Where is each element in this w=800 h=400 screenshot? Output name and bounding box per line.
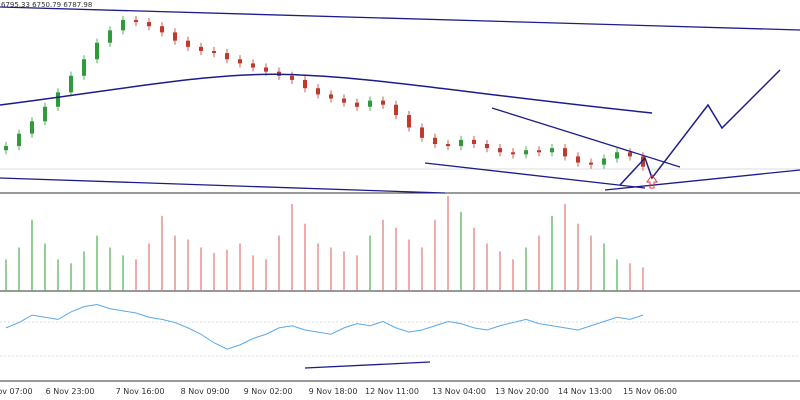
candle-body bbox=[563, 148, 567, 157]
x-tick-label: 6 Nov 23:00 bbox=[46, 387, 95, 396]
candle-body bbox=[537, 150, 541, 153]
candle-body bbox=[628, 152, 632, 157]
x-tick-label: 12 Nov 11:00 bbox=[365, 387, 419, 396]
wedge-upper-line bbox=[491, 107, 681, 168]
candle-body bbox=[485, 144, 489, 149]
candle-body bbox=[225, 53, 229, 60]
candle-body bbox=[394, 104, 398, 116]
candle-body bbox=[173, 32, 177, 41]
x-tick-label: 7 Nov 16:00 bbox=[116, 387, 165, 396]
candle-body bbox=[56, 92, 60, 107]
candle-body bbox=[290, 75, 294, 80]
candle-body bbox=[134, 20, 138, 23]
candle-body bbox=[446, 144, 450, 147]
upper-trendline bbox=[0, 6, 800, 31]
x-tick-label: 13 Nov 04:00 bbox=[432, 387, 486, 396]
candle-body bbox=[108, 30, 112, 43]
x-tick-label: 15 Nov 06:00 bbox=[623, 387, 677, 396]
candle-body bbox=[381, 100, 385, 105]
candle-body bbox=[407, 115, 411, 128]
candle-body bbox=[615, 152, 619, 159]
candle-body bbox=[303, 79, 307, 89]
rsi-trendline bbox=[304, 361, 431, 369]
candle-body bbox=[355, 102, 359, 107]
x-tick-label: 9 Nov 18:00 bbox=[309, 387, 358, 396]
candle-body bbox=[316, 88, 320, 95]
candle-body bbox=[82, 59, 86, 76]
candle-body bbox=[147, 22, 151, 27]
candle-body bbox=[251, 63, 255, 68]
candle-body bbox=[550, 148, 554, 153]
moving-average-line bbox=[0, 73, 653, 114]
candle-body bbox=[524, 150, 528, 155]
candle-body bbox=[4, 146, 8, 151]
candle-body bbox=[186, 40, 190, 47]
candle-body bbox=[589, 162, 593, 165]
candle-body bbox=[420, 127, 424, 138]
candle-body bbox=[212, 51, 216, 54]
x-tick-label: 8 Nov 09:00 bbox=[181, 387, 230, 396]
candle-body bbox=[602, 158, 606, 165]
wedge-lower-line bbox=[424, 162, 646, 189]
candle-body bbox=[17, 133, 21, 147]
candle-body bbox=[264, 67, 268, 72]
candle-body bbox=[641, 156, 645, 167]
candle-body bbox=[498, 148, 502, 153]
x-tick-label: 13 Nov 20:00 bbox=[495, 387, 549, 396]
candle-body bbox=[199, 46, 203, 51]
candle-body bbox=[459, 139, 463, 147]
candle-body bbox=[43, 106, 47, 122]
candle-body bbox=[342, 98, 346, 103]
x-tick-label: 14 Nov 13:00 bbox=[558, 387, 612, 396]
ohlc-readout: 6795.33 6750.79 6787.98 bbox=[1, 1, 93, 9]
candle-body bbox=[160, 26, 164, 33]
candle-body bbox=[30, 121, 34, 134]
candle-body bbox=[121, 20, 125, 31]
rsi-line bbox=[5, 303, 644, 350]
candle-body bbox=[329, 94, 333, 99]
candle-body bbox=[69, 75, 73, 93]
lower-trendline bbox=[0, 177, 446, 194]
candle-body bbox=[368, 100, 372, 107]
x-tick-label: Nov 07:00 bbox=[0, 387, 33, 396]
candle-body bbox=[95, 42, 99, 60]
candle-body bbox=[433, 137, 437, 144]
x-tick-label: 9 Nov 02:00 bbox=[244, 387, 293, 396]
candle-body bbox=[576, 156, 580, 163]
candle-body bbox=[472, 139, 476, 144]
projected-path bbox=[619, 69, 781, 186]
candle-body bbox=[238, 59, 242, 64]
candle-body bbox=[511, 152, 515, 155]
up-arrow-marker bbox=[646, 174, 658, 189]
